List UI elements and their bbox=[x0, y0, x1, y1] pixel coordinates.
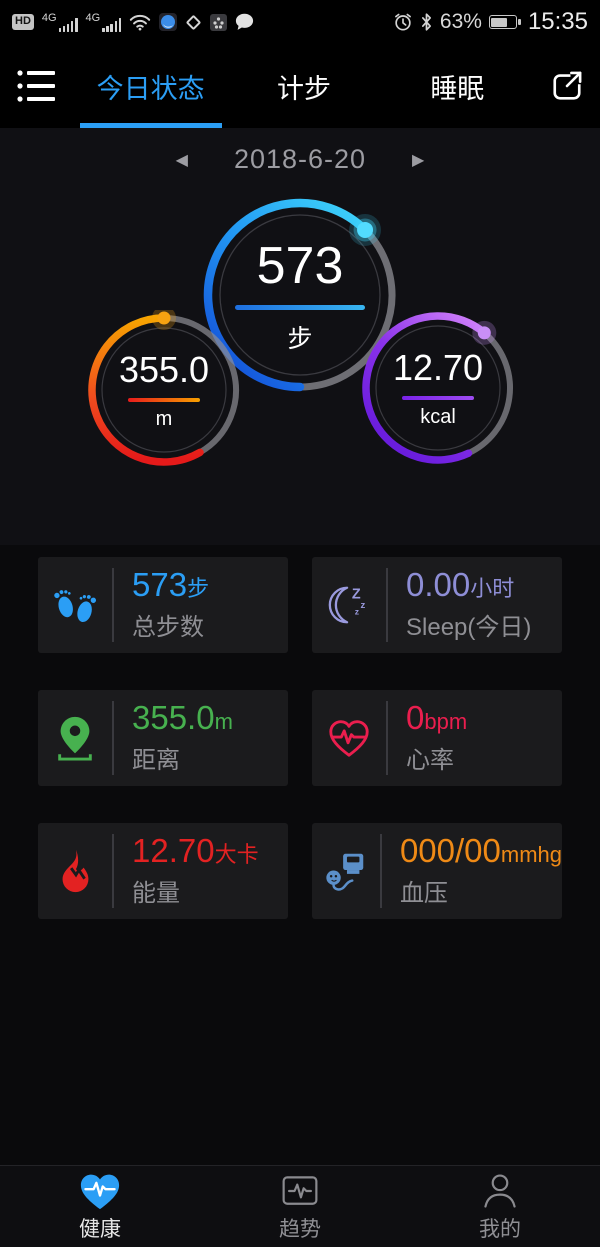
card-total-steps[interactable]: 573步 总步数 bbox=[38, 557, 288, 653]
sleep-value: 0.00 bbox=[406, 565, 471, 603]
tab-step-count[interactable]: 计步 bbox=[276, 73, 331, 104]
steps-unit: 步 bbox=[287, 324, 313, 353]
distance-card-value: 355.0 bbox=[132, 698, 215, 736]
blood-pressure-unit: mmhg bbox=[500, 841, 562, 867]
distance-ring-arc bbox=[88, 310, 239, 466]
heart-rate-value: 0 bbox=[406, 698, 425, 736]
distance-unit: m bbox=[155, 408, 173, 430]
svg-text:z: z bbox=[355, 607, 359, 617]
person-icon bbox=[484, 1173, 516, 1208]
steps-value: 573 bbox=[256, 236, 344, 295]
nav-item-profile[interactable]: 我的 bbox=[400, 1166, 600, 1247]
bottom-nav: 健康 趋势 我的 bbox=[0, 1165, 600, 1247]
card-heart-rate[interactable]: 0bpm 心率 bbox=[312, 690, 562, 786]
sleep-label: Sleep(今日) bbox=[406, 614, 532, 642]
card-divider bbox=[112, 834, 114, 908]
today-status-panel: ◀ 2018-6-20 ▶ bbox=[0, 128, 600, 545]
heart-rate-label: 心率 bbox=[406, 747, 454, 775]
calories-underline-bar bbox=[402, 396, 474, 400]
distance-card-unit: m bbox=[214, 708, 233, 734]
nav-item-trends[interactable]: 趋势 bbox=[200, 1166, 400, 1247]
sleep-unit: 小时 bbox=[470, 575, 515, 601]
share-export-icon bbox=[553, 71, 582, 100]
steps-underline-bar bbox=[235, 304, 365, 310]
footprints-icon bbox=[54, 590, 97, 623]
status-bar-right: 63% 15:35 bbox=[393, 8, 588, 36]
health-heart-icon bbox=[80, 1174, 120, 1209]
steps-ring-arc bbox=[203, 198, 396, 392]
bluetooth-icon bbox=[421, 13, 431, 31]
distance-underline-bar bbox=[128, 398, 200, 402]
hd-badge: HD bbox=[12, 14, 34, 30]
diamond-icon bbox=[185, 14, 202, 30]
clock-time: 15:35 bbox=[527, 8, 588, 35]
calories-value: 12.70 bbox=[392, 347, 484, 388]
total-steps-unit: 步 bbox=[187, 575, 210, 601]
svg-text:z: z bbox=[361, 600, 366, 611]
location-pin-icon bbox=[58, 716, 92, 761]
tab-sleep[interactable]: 睡眠 bbox=[430, 73, 485, 104]
card-divider bbox=[380, 834, 382, 908]
total-steps-value: 573 bbox=[132, 565, 188, 603]
energy-value: 12.70 bbox=[132, 831, 215, 869]
nav-label-trends: 趋势 bbox=[279, 1217, 321, 1241]
flame-icon bbox=[62, 849, 89, 893]
moon-zzz-icon: Z z z bbox=[328, 586, 366, 624]
menu-button[interactable] bbox=[0, 65, 74, 107]
battery-icon bbox=[488, 15, 521, 29]
calories-ring-arc bbox=[362, 312, 513, 464]
prev-day-button[interactable]: ◀ bbox=[175, 151, 188, 169]
card-blood-pressure[interactable]: 000/00mmhg 血压 bbox=[312, 823, 562, 919]
calories-ring-gauge: 12.70 kcal bbox=[358, 308, 518, 468]
card-sleep[interactable]: Z z z 0.00小时 Sleep(今日) bbox=[312, 557, 562, 653]
next-day-button[interactable]: ▶ bbox=[412, 151, 425, 169]
share-button[interactable] bbox=[534, 65, 600, 107]
blood-pressure-value: 000/00 bbox=[399, 831, 501, 869]
heart-rate-unit: bpm bbox=[424, 708, 468, 734]
heart-pulse-icon bbox=[329, 720, 369, 757]
steps-ring-gauge: 573 步 bbox=[200, 195, 400, 395]
browser-app-icon bbox=[159, 13, 178, 31]
nav-item-health[interactable]: 健康 bbox=[0, 1166, 200, 1247]
energy-unit: 大卡 bbox=[214, 841, 259, 867]
status-bar-left: HD 4G 4G bbox=[12, 12, 254, 32]
nav-label-health: 健康 bbox=[79, 1217, 121, 1241]
top-tab-bar: 今日状态 计步 睡眠 bbox=[0, 44, 600, 128]
chat-bubble-icon bbox=[236, 13, 254, 30]
distance-ring-gauge: 355.0 m bbox=[84, 310, 244, 470]
nav-label-profile: 我的 bbox=[479, 1217, 521, 1241]
total-steps-label: 总步数 bbox=[132, 614, 204, 642]
card-divider bbox=[386, 701, 388, 775]
signal-sim1-icon: 4G bbox=[42, 12, 78, 32]
trend-chart-icon bbox=[282, 1175, 318, 1205]
card-divider bbox=[386, 568, 388, 642]
energy-label: 能量 bbox=[132, 880, 180, 908]
card-divider bbox=[112, 701, 114, 775]
battery-percent: 63% bbox=[439, 10, 482, 33]
date-navigator: ◀ 2018-6-20 ▶ bbox=[0, 144, 600, 175]
bp-monitor-icon bbox=[326, 853, 364, 891]
svg-text:Z: Z bbox=[352, 586, 361, 602]
distance-card-label: 距离 bbox=[132, 747, 180, 775]
current-date: 2018-6-20 bbox=[233, 144, 367, 174]
card-distance[interactable]: 355.0m 距离 bbox=[38, 690, 288, 786]
card-energy[interactable]: 12.70大卡 能量 bbox=[38, 823, 288, 919]
stat-card-grid: 573步 总步数 Z z z 0.00小时 Sleep(今日) bbox=[38, 557, 562, 919]
signal-sim2-icon: 4G bbox=[86, 12, 122, 32]
app-grid-icon bbox=[210, 13, 228, 31]
alarm-icon bbox=[394, 13, 411, 31]
list-menu-icon bbox=[17, 70, 55, 102]
calories-unit: kcal bbox=[420, 406, 456, 428]
wifi-icon bbox=[130, 14, 151, 30]
tab-today-status[interactable]: 今日状态 bbox=[74, 44, 227, 128]
distance-value: 355.0 bbox=[118, 349, 210, 390]
blood-pressure-label: 血压 bbox=[399, 880, 448, 908]
status-bar: HD 4G 4G bbox=[0, 0, 600, 44]
card-divider bbox=[112, 568, 114, 642]
